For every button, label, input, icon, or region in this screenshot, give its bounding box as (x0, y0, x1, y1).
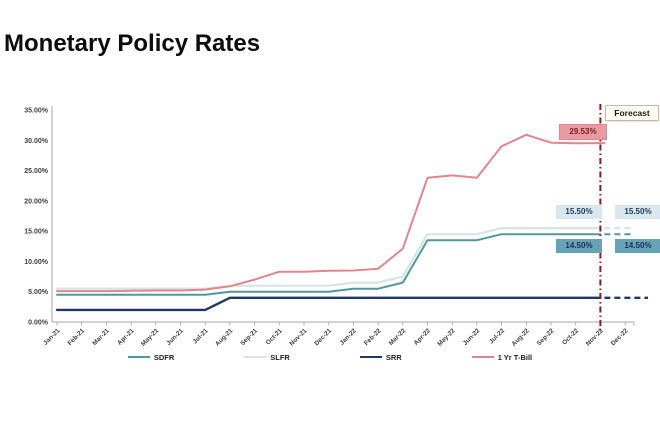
tbill-value-badge: 29.53% (559, 124, 607, 140)
legend-swatch (471, 356, 494, 358)
legend-label: SDFR (153, 352, 175, 362)
legend-swatch (127, 356, 150, 358)
svg-text:20.00%: 20.00% (24, 198, 49, 205)
slfr-forecast-badge: 15.50% (615, 205, 660, 219)
svg-text:Oct-21: Oct-21 (265, 327, 284, 346)
svg-text:Aug-22: Aug-22 (510, 327, 531, 348)
forecast-label-box: Forecast (605, 105, 659, 121)
svg-text:Jun-22: Jun-22 (462, 327, 482, 347)
legend-item-slfr: SLFR (244, 353, 290, 362)
svg-text:Aug-21: Aug-21 (214, 327, 235, 348)
legend-label: 1 Yr T-Bill (497, 352, 533, 362)
svg-text:5.00%: 5.00% (28, 289, 49, 296)
svg-text:Feb-21: Feb-21 (67, 327, 87, 347)
svg-text:Nov-21: Nov-21 (288, 327, 308, 347)
legend-item-sdfr: SDFR (127, 352, 175, 362)
svg-text:Jul-22: Jul-22 (488, 327, 506, 345)
svg-text:Mar-22: Mar-22 (388, 327, 408, 347)
chart-legend: SDFR SLFR SRR 1 Yr T-Bill (0, 349, 660, 365)
svg-text:Dec-22: Dec-22 (610, 327, 630, 347)
svg-text:Oct-22: Oct-22 (561, 327, 580, 346)
svg-text:Mar-21: Mar-21 (91, 327, 111, 347)
svg-text:Jun-21: Jun-21 (165, 327, 185, 347)
legend-swatch (244, 356, 267, 358)
svg-text:30.00%: 30.00% (24, 138, 49, 145)
legend-swatch (359, 356, 382, 358)
sdfr-forecast-badge: 14.50% (615, 239, 660, 253)
legend-item-srr: SRR (359, 352, 402, 362)
svg-text:May-21: May-21 (140, 327, 161, 348)
svg-text:Nov-22: Nov-22 (585, 327, 605, 347)
svg-text:Jan-21: Jan-21 (42, 327, 62, 347)
legend-label: SRR (385, 352, 402, 362)
svg-text:Sep-21: Sep-21 (239, 327, 259, 347)
slfr-value-badge: 15.50% (556, 205, 602, 219)
svg-text:0.00%: 0.00% (28, 320, 49, 327)
svg-text:15.00%: 15.00% (24, 229, 49, 236)
svg-text:May-22: May-22 (436, 327, 457, 348)
svg-text:Jan-22: Jan-22 (339, 327, 359, 347)
legend-item-1-yr-t-bill: 1 Yr T-Bill (471, 352, 533, 362)
svg-text:Jul-21: Jul-21 (192, 327, 210, 345)
svg-text:25.00%: 25.00% (24, 168, 49, 175)
svg-text:10.00%: 10.00% (24, 259, 49, 266)
svg-text:Apr-22: Apr-22 (413, 327, 433, 347)
svg-text:Apr-21: Apr-21 (116, 327, 136, 347)
svg-text:Sep-22: Sep-22 (536, 327, 556, 347)
svg-text:Feb-22: Feb-22 (363, 327, 383, 347)
page-title: Monetary Policy Rates (4, 30, 261, 57)
svg-text:35.00%: 35.00% (24, 108, 49, 115)
legend-label: SLFR (270, 352, 290, 362)
sdfr-value-badge: 14.50% (556, 239, 602, 253)
svg-text:Dec-21: Dec-21 (313, 327, 333, 347)
